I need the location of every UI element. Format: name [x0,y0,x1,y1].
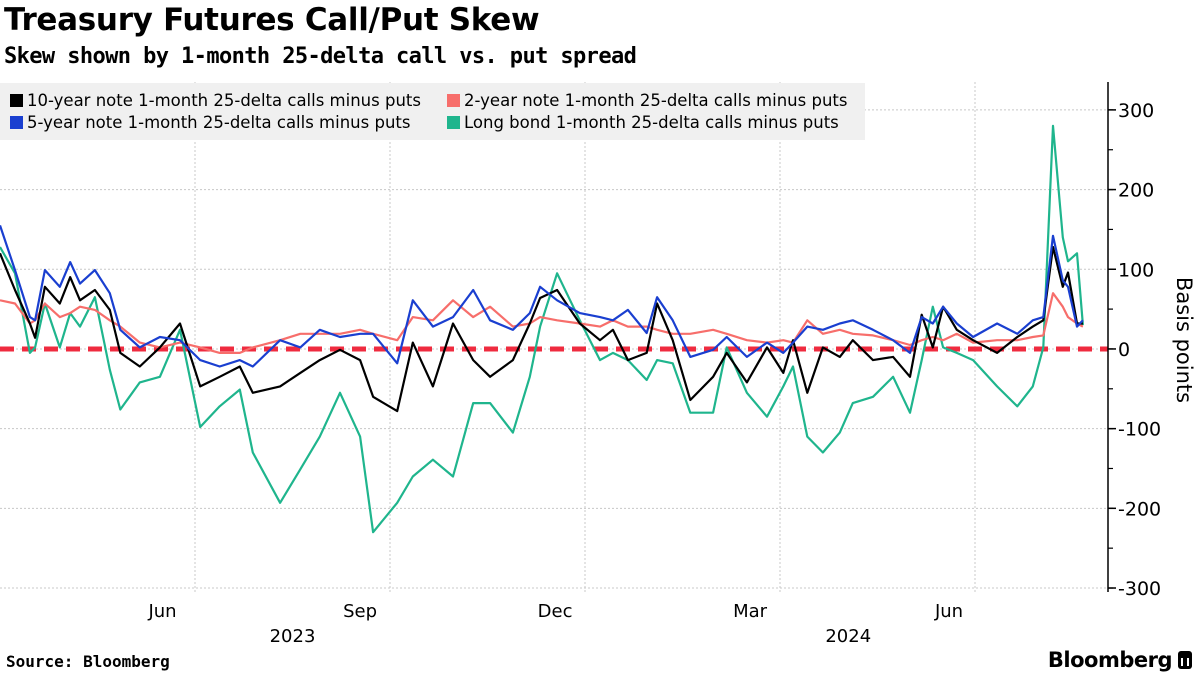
y-tick-label: -200 [1118,498,1161,520]
chart-subtitle: Skew shown by 1-month 25-delta call vs. … [4,44,637,69]
legend-label: 10-year note 1-month 25-delta calls minu… [27,91,421,110]
y-tick-label: 100 [1118,259,1154,281]
x-tick-label: Mar [733,601,768,622]
legend-swatch [10,94,23,107]
y-tick-label: -100 [1118,419,1161,441]
legend-item-2-year: 2-year note 1-month 25-delta calls minus… [447,91,847,110]
bloomberg-logo: Bloomberg [1048,648,1192,672]
chart-title: Treasury Futures Call/Put Skew [4,2,540,38]
source-note: Source: Bloomberg [6,652,170,671]
series-line-2 [0,225,1084,368]
x-year-label: 2023 [270,626,316,647]
y-axis-label: Basis points [1172,276,1196,404]
legend-swatch [447,116,460,129]
brand-name: Bloomberg [1047,648,1173,672]
series-line-3 [0,124,1084,534]
legend: 10-year note 1-month 25-delta calls minu… [0,83,865,140]
series-lines [0,124,1084,534]
x-tick-label: Jun [934,601,963,622]
y-axis: -300 -200 -100 0 100 200 300 [1107,82,1161,600]
x-year-label: 2024 [825,626,871,647]
y-tick-label: -300 [1118,578,1161,600]
legend-item-long-bond: Long bond 1-month 25-delta calls minus p… [447,113,839,132]
x-tick-label: Dec [538,601,573,622]
legend-item-5-year: 5-year note 1-month 25-delta calls minus… [10,113,410,132]
y-tick-label: 0 [1118,339,1130,361]
y-tick-label: 200 [1118,180,1154,202]
legend-item-10-year: 10-year note 1-month 25-delta calls minu… [10,91,421,110]
x-axis: Jun Sep Dec Mar Jun 2023 2024 [147,601,963,647]
legend-swatch [447,94,460,107]
legend-label: Long bond 1-month 25-delta calls minus p… [464,113,839,132]
legend-swatch [10,116,23,129]
legend-label: 2-year note 1-month 25-delta calls minus… [464,91,848,110]
x-tick-label: Sep [343,601,377,622]
x-tick-label: Jun [147,601,176,622]
legend-label: 5-year note 1-month 25-delta calls minus… [27,113,411,132]
series-line-0 [0,245,1083,413]
bloomberg-chart-icon [1178,651,1192,669]
y-tick-label: 300 [1118,100,1154,122]
